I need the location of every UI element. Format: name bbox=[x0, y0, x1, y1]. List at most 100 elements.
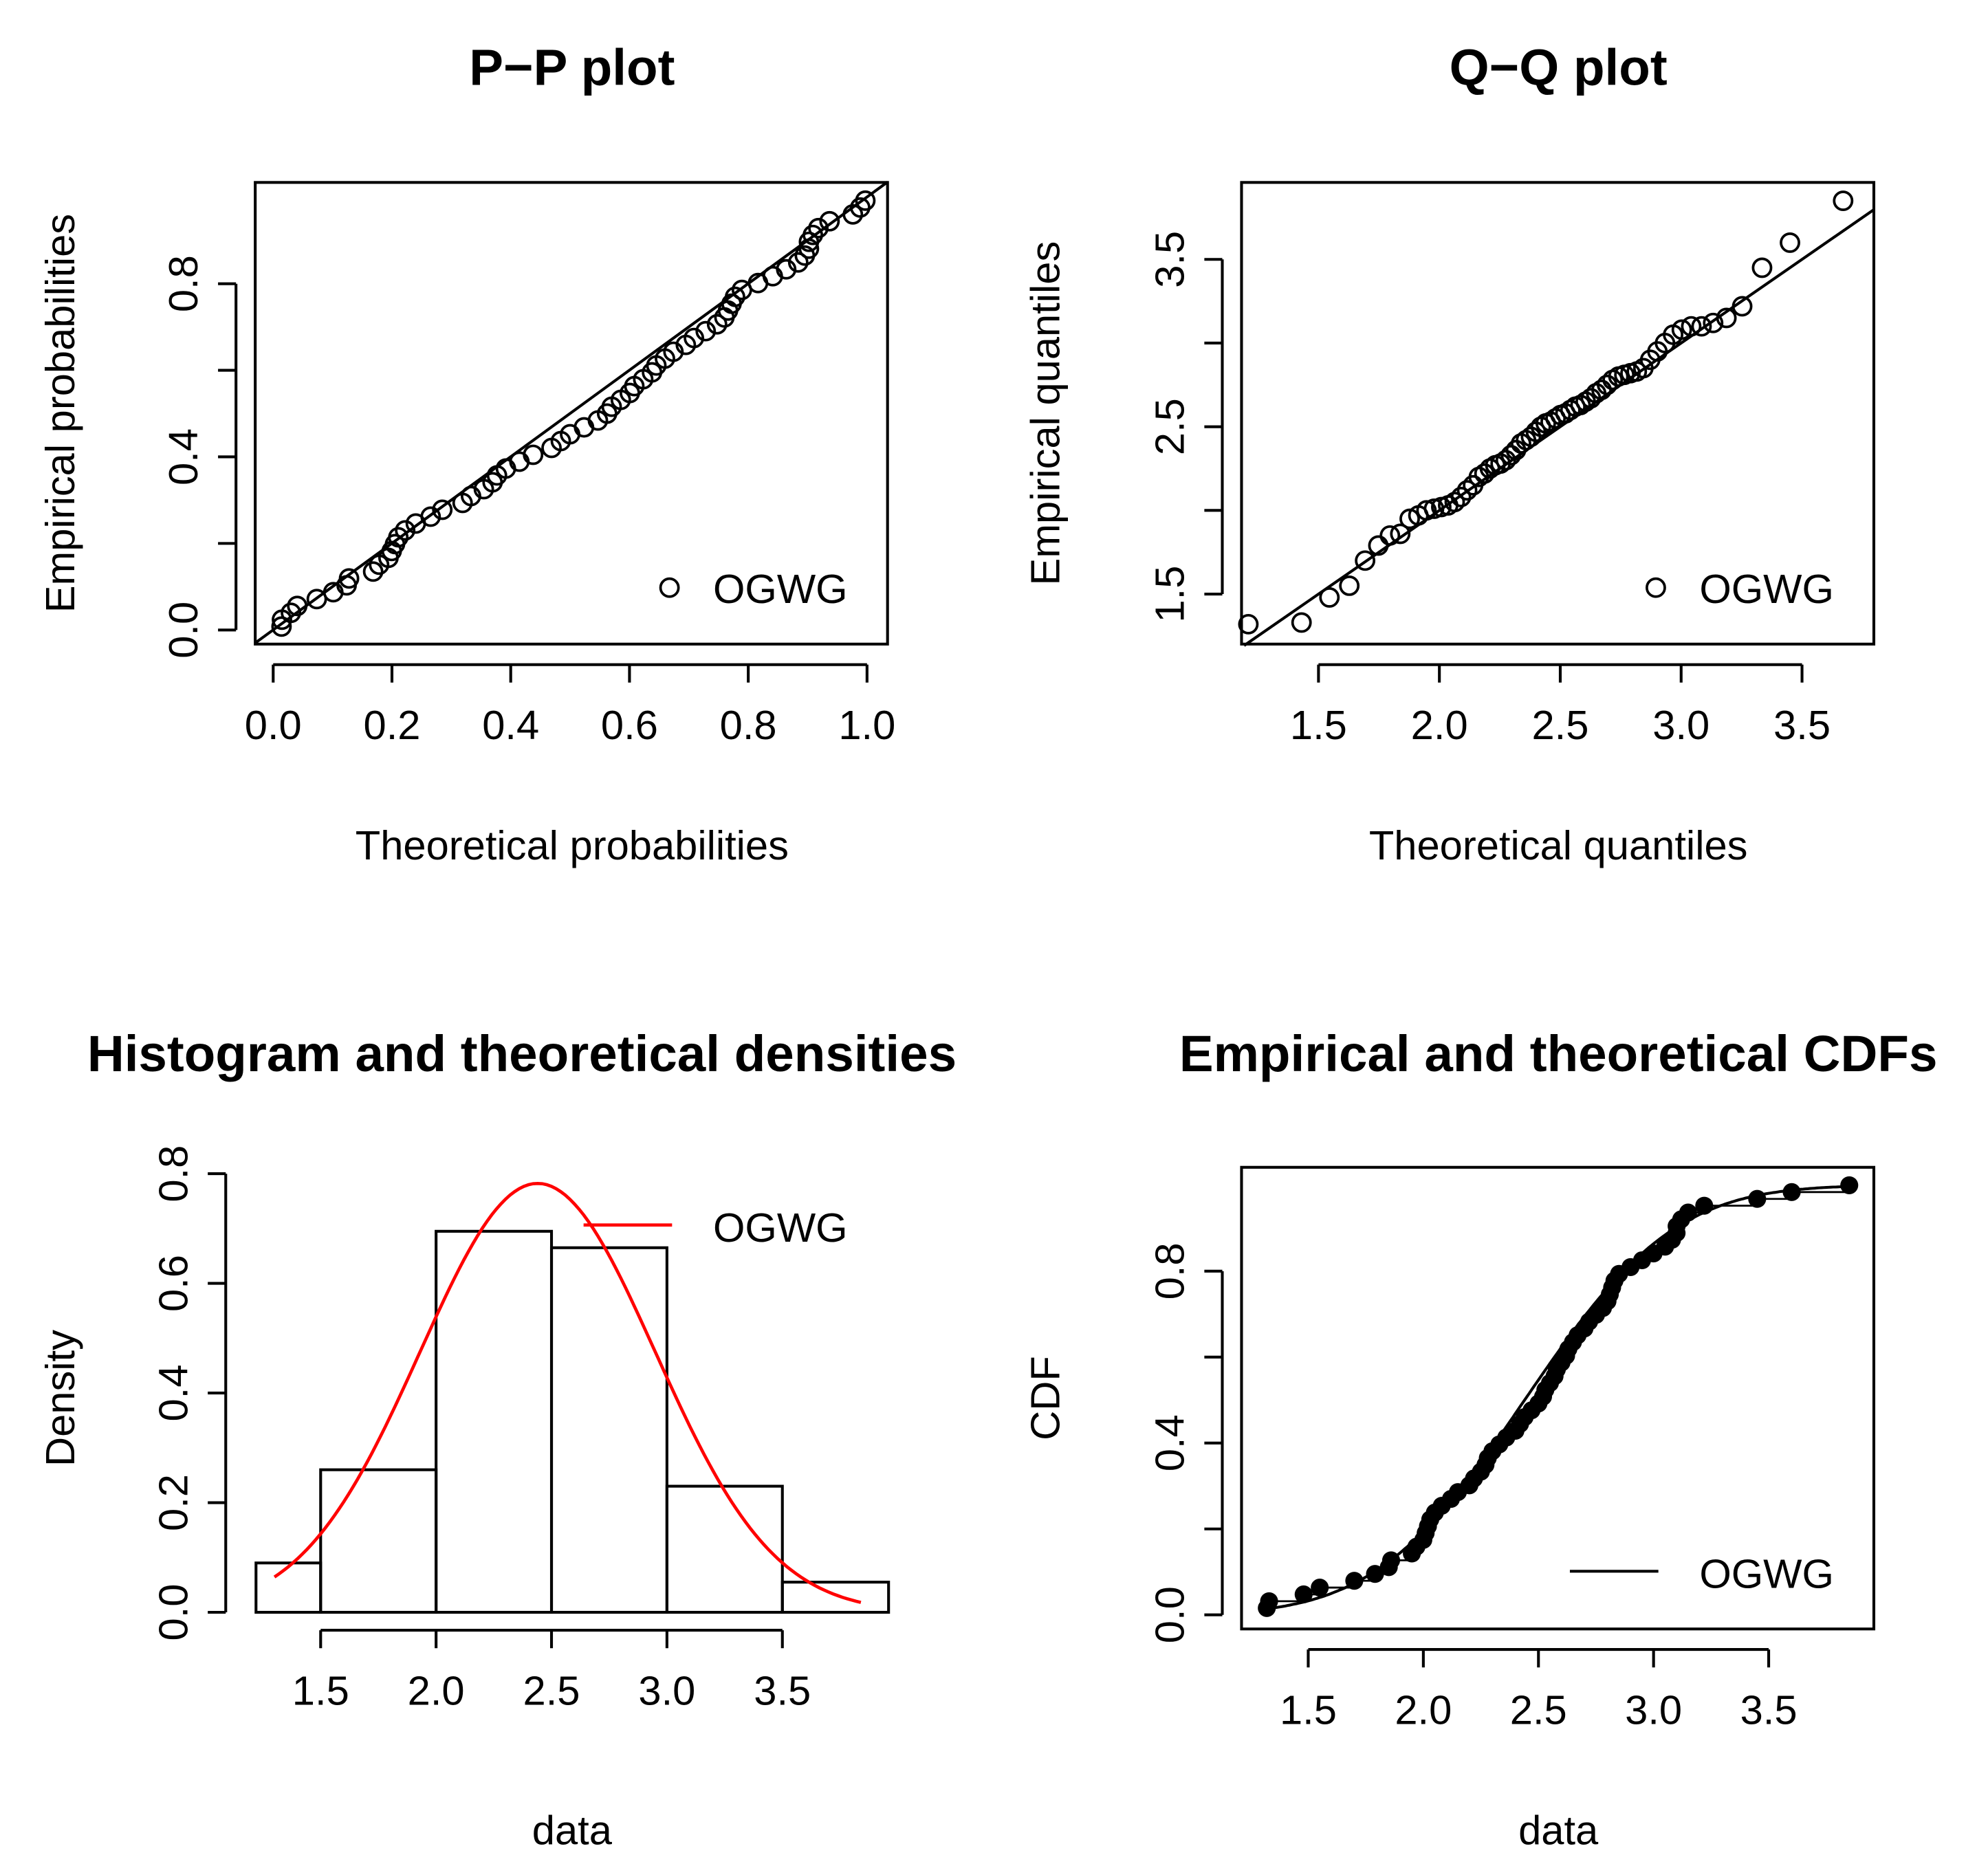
hist-x-tick-label: 2.0 bbox=[408, 1667, 465, 1713]
qq-point bbox=[1671, 319, 1692, 340]
histogram-bar bbox=[780, 1581, 891, 1614]
qq-point bbox=[1716, 307, 1737, 329]
pp-legend-label: OGWG bbox=[713, 566, 848, 612]
hist-x-tick-label: 3.5 bbox=[754, 1667, 811, 1713]
qq-point bbox=[1833, 190, 1854, 211]
pp-y-tick-label: 0.0 bbox=[160, 602, 206, 659]
qq-x-tick-label: 3.0 bbox=[1652, 702, 1710, 748]
qq-plot-box bbox=[1240, 181, 1876, 646]
cdf-x-tick-label: 2.5 bbox=[1510, 1687, 1567, 1733]
cdf-y-tick-label: 0.4 bbox=[1147, 1414, 1193, 1471]
cdf-x-tick-label: 2.0 bbox=[1395, 1687, 1452, 1733]
qq-point bbox=[1390, 523, 1411, 545]
empirical-cdf-point bbox=[1294, 1585, 1313, 1604]
pp-legend-symbol bbox=[659, 577, 680, 598]
qq-point bbox=[1444, 492, 1465, 513]
qq-point bbox=[1291, 612, 1312, 633]
qq-point bbox=[1560, 399, 1581, 421]
theoretical-cdf-curve bbox=[1266, 1185, 1850, 1610]
empirical-cdf-point bbox=[1381, 1551, 1401, 1570]
cdf-y-tick-label: 0.0 bbox=[1147, 1586, 1193, 1643]
cdf-title: Empirical and theoretical CDFs bbox=[1179, 1024, 1938, 1082]
pp-point bbox=[725, 286, 745, 307]
qq-xlabel: Theoretical quantiles bbox=[1369, 822, 1748, 868]
histogram-bar bbox=[665, 1484, 784, 1614]
qq-point bbox=[1355, 550, 1376, 571]
hist-y-tick-label: 0.2 bbox=[150, 1474, 196, 1531]
cdf-xlabel: data bbox=[1518, 1808, 1599, 1854]
cdf-y-tick-label: 0.8 bbox=[1147, 1242, 1193, 1299]
qq-ylabel: Empirical quantiles bbox=[1023, 241, 1069, 586]
hist-x-tick-label: 3.0 bbox=[638, 1667, 695, 1713]
hist-y-tick-label: 0.0 bbox=[150, 1584, 196, 1641]
hist-legend-label: OGWG bbox=[713, 1205, 848, 1251]
pp-x-tick-label: 0.6 bbox=[601, 702, 658, 748]
qq-point bbox=[1399, 508, 1420, 529]
hist-ylabel: Density bbox=[37, 1330, 83, 1467]
pp-point bbox=[684, 327, 705, 349]
histogram-bar bbox=[254, 1561, 323, 1614]
pp-ylabel: Empirical probabilities bbox=[37, 214, 83, 613]
pp-x-tick-label: 1.0 bbox=[838, 702, 895, 748]
pp-point bbox=[338, 568, 360, 589]
pp-x-tick-label: 0.0 bbox=[245, 702, 302, 748]
cdf-ylabel: CDF bbox=[1023, 1356, 1069, 1440]
pp-reference-line bbox=[254, 181, 888, 644]
cdf-x-tick-label: 3.0 bbox=[1625, 1687, 1682, 1733]
histogram-bar bbox=[319, 1468, 438, 1614]
pp-point bbox=[802, 224, 824, 245]
qq-point bbox=[1319, 587, 1340, 608]
pp-point bbox=[798, 238, 820, 259]
qq-point bbox=[1681, 316, 1702, 337]
qq-point bbox=[1379, 525, 1401, 546]
qq-point bbox=[1732, 296, 1753, 317]
pp-point bbox=[388, 527, 409, 548]
qq-legend-label: OGWG bbox=[1699, 566, 1834, 612]
qq-point bbox=[1339, 575, 1360, 596]
qq-y-tick-label: 2.5 bbox=[1147, 398, 1193, 455]
pp-y-tick-label: 0.8 bbox=[160, 255, 206, 312]
qq-title: Q−Q plot bbox=[1450, 39, 1668, 96]
qq-point bbox=[1368, 535, 1389, 556]
pp-x-tick-label: 0.8 bbox=[720, 702, 777, 748]
cdf-legend-label: OGWG bbox=[1699, 1551, 1834, 1597]
empirical-cdf-point bbox=[1260, 1592, 1278, 1610]
pp-title: P−P plot bbox=[469, 39, 675, 96]
qq-y-tick-label: 1.5 bbox=[1147, 566, 1193, 623]
pp-xlabel: Theoretical probabilities bbox=[356, 822, 789, 868]
qq-point bbox=[1691, 316, 1712, 337]
qq-point bbox=[1751, 257, 1773, 278]
theoretical-density-curve bbox=[273, 1181, 862, 1604]
pp-point bbox=[395, 520, 416, 541]
qq-point bbox=[1450, 486, 1472, 507]
qq-point bbox=[1416, 500, 1437, 521]
pp-point bbox=[281, 602, 302, 624]
cdf-x-tick-label: 1.5 bbox=[1280, 1687, 1337, 1733]
qq-x-tick-label: 1.5 bbox=[1290, 702, 1347, 748]
pp-point bbox=[663, 341, 684, 362]
pp-x-tick-label: 0.2 bbox=[364, 702, 421, 748]
qq-point bbox=[1570, 395, 1591, 415]
empirical-cdf-point bbox=[1748, 1189, 1767, 1208]
empirical-cdf-point bbox=[1695, 1196, 1714, 1215]
qq-legend-symbol bbox=[1646, 577, 1666, 598]
pp-x-tick-label: 0.4 bbox=[482, 702, 539, 748]
hist-y-tick-label: 0.8 bbox=[150, 1145, 196, 1203]
empirical-cdf-point bbox=[1782, 1183, 1801, 1201]
pp-point bbox=[776, 259, 797, 280]
empirical-cdf-point bbox=[1679, 1203, 1697, 1222]
qq-point bbox=[1780, 232, 1800, 253]
hist-xlabel: data bbox=[532, 1808, 613, 1854]
pp-point bbox=[287, 595, 308, 617]
cdf-x-tick-label: 3.5 bbox=[1740, 1687, 1798, 1733]
qq-y-tick-label: 3.5 bbox=[1147, 231, 1193, 288]
pp-point bbox=[695, 320, 717, 342]
qq-point bbox=[1703, 312, 1724, 333]
pp-point bbox=[432, 499, 453, 520]
qq-point bbox=[1238, 613, 1259, 635]
histogram-bar bbox=[435, 1229, 554, 1614]
pp-point bbox=[362, 561, 384, 582]
hist-y-tick-label: 0.6 bbox=[150, 1255, 196, 1312]
qq-point bbox=[1591, 380, 1612, 401]
